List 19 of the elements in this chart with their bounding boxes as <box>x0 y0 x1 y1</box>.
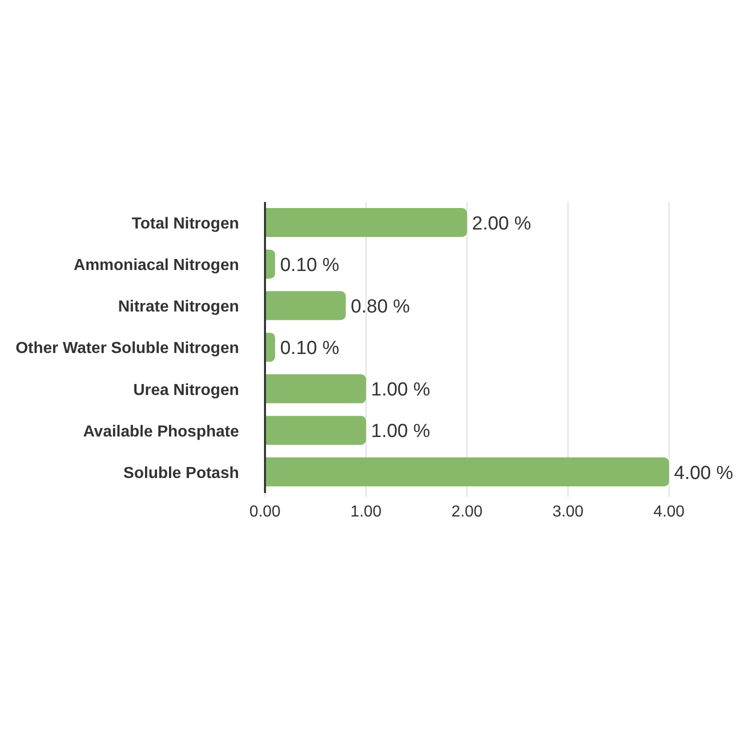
y-tick-label: Nitrate Nitrogen <box>118 298 239 316</box>
data-label: 0.10 % <box>280 254 340 276</box>
data-label: 4.00 % <box>674 462 734 484</box>
data-label: 0.80 % <box>350 296 410 318</box>
y-tick-label: Available Phosphate <box>83 423 240 440</box>
x-tick-label: 4.00 <box>653 503 685 520</box>
x-tick-label: 3.00 <box>552 503 584 520</box>
x-tick-label: 1.00 <box>350 503 382 520</box>
x-tick-label: 2.00 <box>451 503 483 520</box>
data-label: 0.10 % <box>280 338 340 360</box>
y-tick-label: Soluble Potash <box>123 464 239 482</box>
data-label: 1.00 % <box>371 421 430 442</box>
y-tick-label: Other Water Soluble Nitrogen <box>16 340 239 358</box>
y-tick-label: Ammoniacal Nitrogen <box>74 257 239 274</box>
y-tick-label: Urea Nitrogen <box>133 382 239 399</box>
data-label: 1.00 % <box>371 380 430 401</box>
y-tick-label: Total Nitrogen <box>132 215 239 232</box>
data-label: 2.00 % <box>472 213 532 234</box>
x-tick-label: 0.00 <box>249 503 281 520</box>
